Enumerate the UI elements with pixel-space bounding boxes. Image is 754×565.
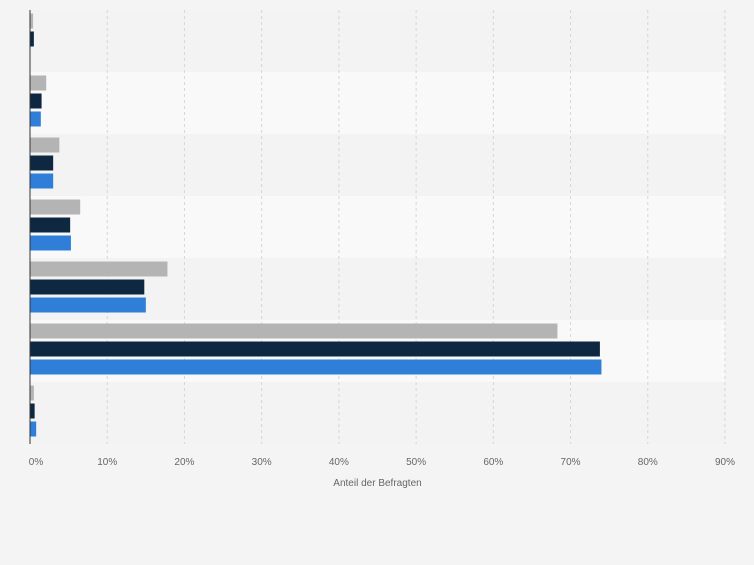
bar [30,235,71,251]
x-tick-label: 40% [329,457,349,468]
bar [30,111,41,127]
x-tick-label: 60% [483,457,503,468]
bar [30,359,602,375]
bar [30,421,37,437]
row-bands [30,10,725,444]
bar [30,13,34,29]
x-tick-label: 90% [715,457,735,468]
bar [30,155,54,171]
bar [30,261,168,277]
x-tick-label: 10% [97,457,117,468]
bar [30,173,54,189]
x-tick-label: 80% [638,457,658,468]
row-band [30,10,725,72]
row-band [30,134,725,196]
bar [30,297,146,313]
row-band [30,196,725,258]
x-tick-labels: 0% 10% 20% 30% 40% 50% 60% 70% 80% 90% [29,457,735,468]
bar [30,341,600,357]
bars [30,13,602,437]
x-tick-label: 70% [561,457,581,468]
bar [30,385,34,401]
x-tick-label: 0% [29,457,44,468]
bar [30,75,47,91]
bar [30,323,558,339]
row-band [30,382,725,444]
bar [30,31,34,47]
row-band [30,72,725,134]
bar [30,137,60,153]
x-tick-label: 50% [406,457,426,468]
bar [30,217,71,233]
x-tick-label: 20% [174,457,194,468]
bar [30,93,42,109]
x-tick-label: 30% [252,457,272,468]
bar [30,403,35,419]
bar [30,199,81,215]
bar [30,279,145,295]
x-axis-label: Anteil der Befragten [333,478,421,489]
